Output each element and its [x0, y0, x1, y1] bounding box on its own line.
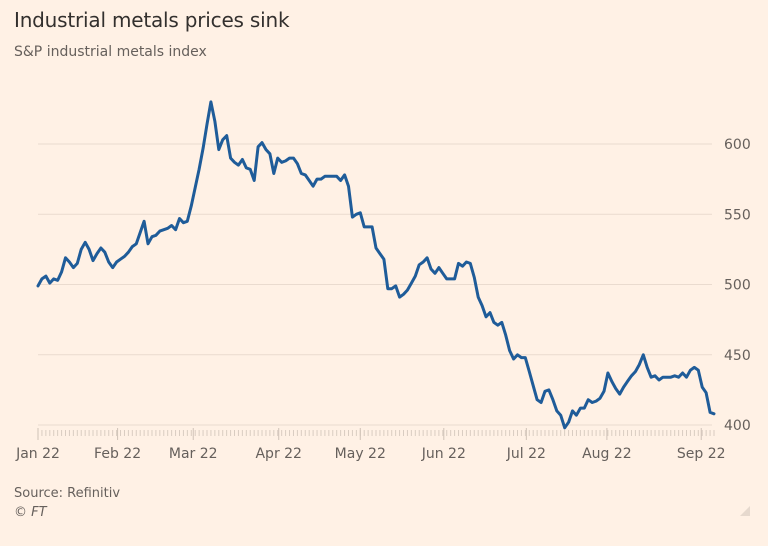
x-tick-label: Jun 22: [421, 446, 466, 462]
copyright-note: © FT: [14, 505, 47, 520]
x-tick-label: Mar 22: [169, 446, 218, 462]
y-tick-label: 450: [724, 348, 751, 364]
resize-corner-icon: [740, 506, 750, 516]
x-tick-label: Apr 22: [255, 446, 301, 462]
series-line-industrial-metals-index: [36, 100, 716, 430]
x-tick-label: Sep 22: [677, 446, 726, 462]
chart-title: Industrial metals prices sink: [14, 8, 290, 32]
y-tick-label: 400: [724, 418, 751, 434]
y-tick-label: 550: [724, 207, 751, 223]
x-axis-ticks: [37, 428, 715, 440]
x-tick-label: Feb 22: [94, 446, 141, 462]
y-tick-label: 500: [724, 278, 751, 294]
y-tick-label: 600: [724, 137, 751, 153]
y-axis-labels: 400 450 500 550 600: [724, 137, 751, 434]
x-tick-label: May 22: [335, 446, 386, 462]
x-tick-label: Jul 22: [506, 446, 546, 462]
x-tick-label: Aug 22: [582, 446, 632, 462]
gridlines: [38, 143, 712, 426]
x-axis-labels: Jan 22 Feb 22 Mar 22 Apr 22 May 22 Jun 22 Jul …: [15, 446, 725, 462]
x-tick-label: Jan 22: [15, 446, 60, 462]
chart-subtitle: S&P industrial metals index: [14, 44, 207, 60]
source-note: Source: Refinitiv: [14, 486, 121, 501]
